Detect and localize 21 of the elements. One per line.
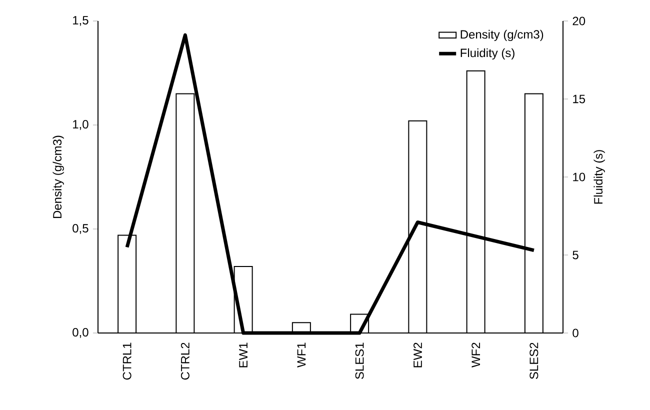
x-tick-label: WF2 — [472, 342, 480, 368]
y2-tick-label: 5 — [572, 250, 578, 260]
legend-label: Density (g/cm3) — [460, 30, 544, 42]
x-tick-label: SLES1 — [355, 342, 364, 380]
y2-tick-label: 10 — [573, 172, 586, 182]
y2-axis-title: Fluidity (s) — [594, 150, 605, 204]
y-axis-title: Density (g/cm3) — [52, 136, 64, 218]
legend-label: Fluidity (s) — [460, 48, 514, 60]
x-tick-label: CTRL1 — [122, 342, 132, 380]
x-tick-label: SLES2 — [530, 342, 538, 380]
x-tick-label: WF1 — [297, 342, 306, 368]
y-tick-label: 0,0 — [72, 328, 88, 338]
y-tick-label: 0,5 — [72, 224, 88, 234]
x-tick-label: EW1 — [239, 342, 248, 368]
x-tick-label: EW2 — [414, 342, 422, 368]
x-tick-label: CTRL2 — [180, 342, 190, 380]
y2-tick-label: 15 — [573, 94, 586, 104]
y-tick-label: 1,0 — [73, 120, 88, 130]
y2-tick-label: 20 — [572, 16, 586, 26]
y2-tick-label: 0 — [572, 328, 578, 338]
y-tick-label: 1,5 — [73, 16, 88, 26]
